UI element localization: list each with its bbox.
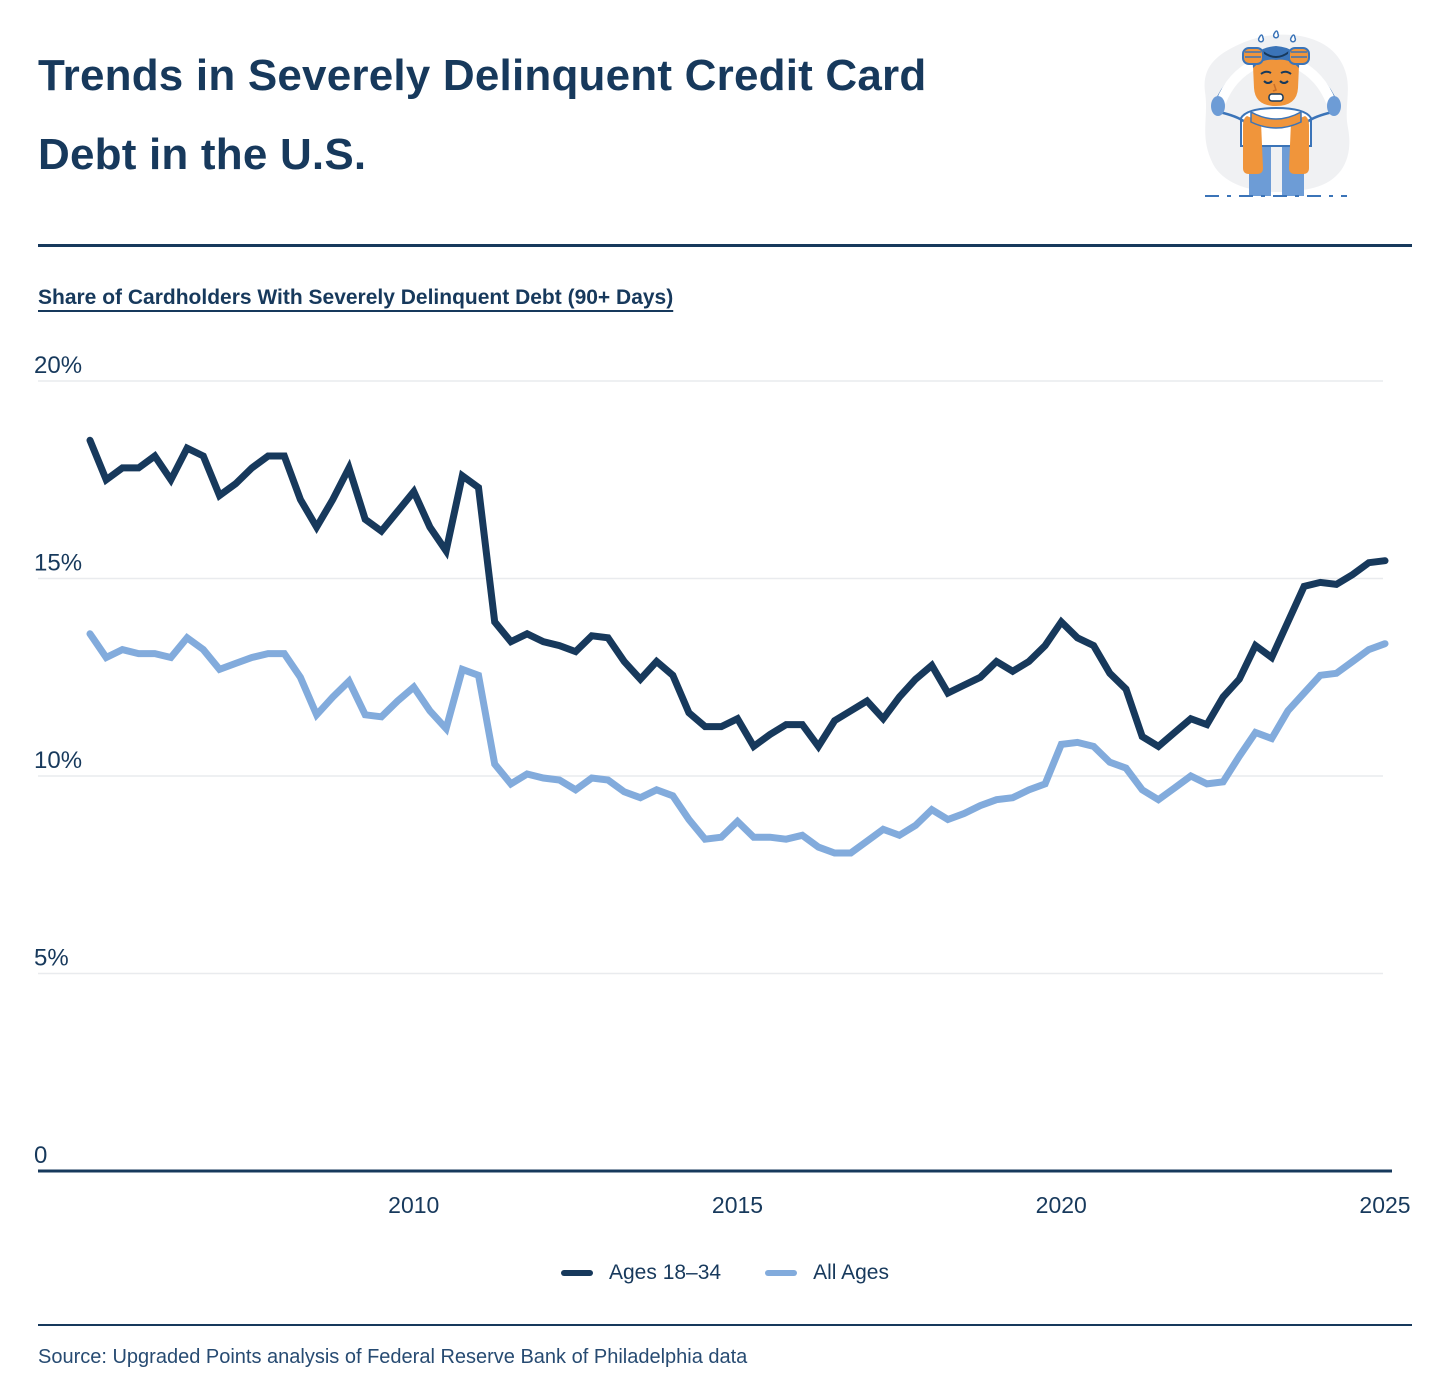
legend-item-ages-18-34: Ages 18–34 (561, 1261, 721, 1285)
series-line-ages-18-34 (86, 436, 1389, 753)
line-chart-svg: 20% 15% 10% 5% 0 2010 2015 2020 2025 (34, 352, 1411, 1218)
chart-legend: Ages 18–34 All Ages (38, 1256, 1412, 1290)
header-divider (38, 244, 1412, 247)
y-tick-label-0: 0 (34, 1142, 47, 1169)
legend-label-ages-18-34: Ages 18–34 (609, 1261, 722, 1284)
stressed-person-illustration (1185, 26, 1367, 204)
page-title: Trends in Severely Delinquent Credit Car… (38, 36, 1138, 194)
source-attribution: Source: Upgraded Points analysis of Fede… (38, 1346, 748, 1368)
page-title-line1: Trends in Severely Delinquent Credit Car… (38, 51, 927, 100)
x-tick-label-2010: 2010 (388, 1192, 439, 1218)
chart-subtitle: Share of Cardholders With Severely Delin… (38, 286, 674, 309)
x-tick-label-2015: 2015 (712, 1192, 763, 1218)
legend-swatch-ages-18-34 (561, 1270, 593, 1276)
series-line-all-ages (86, 630, 1389, 857)
page-title-line2: Debt in the U.S. (38, 130, 367, 179)
footer-divider (38, 1324, 1412, 1326)
line-chart: 20% 15% 10% 5% 0 2010 2015 2020 2025 (0, 330, 1450, 1240)
stressed-person-illustration-svg (1204, 30, 1350, 197)
legend-swatch-all-ages (765, 1270, 798, 1276)
y-tick-label-15: 15% (34, 550, 82, 577)
y-tick-label-5: 5% (34, 945, 69, 972)
x-tick-label-2025: 2025 (1359, 1192, 1410, 1218)
y-tick-label-20: 20% (34, 352, 82, 379)
legend-item-all-ages: All Ages (765, 1261, 889, 1285)
y-tick-label-10: 10% (34, 747, 82, 774)
legend-label-all-ages: All Ages (813, 1261, 889, 1284)
x-tick-label-2020: 2020 (1036, 1192, 1087, 1218)
